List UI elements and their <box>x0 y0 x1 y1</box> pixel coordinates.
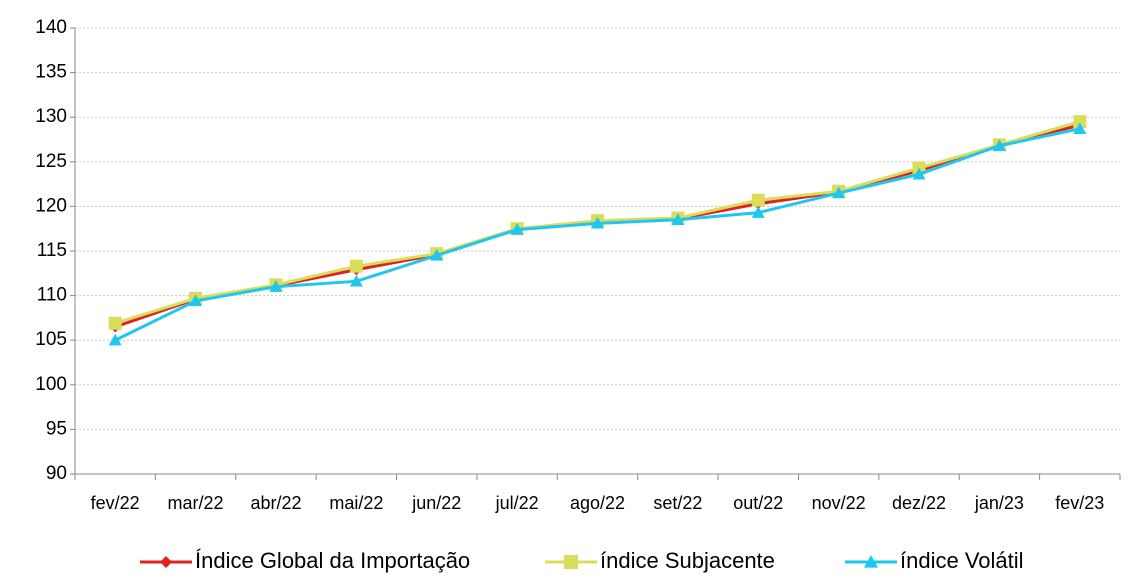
y-tick-label: 125 <box>35 151 67 172</box>
x-tick-label: ago/22 <box>570 493 625 513</box>
marker <box>189 294 203 307</box>
x-tick-label: fev/22 <box>91 493 140 513</box>
marker <box>832 186 846 199</box>
x-tick-label: mai/22 <box>329 493 383 513</box>
marker <box>108 333 122 346</box>
series-line <box>114 127 1081 342</box>
y-tick-label: 90 <box>46 463 67 484</box>
marker <box>1073 115 1087 129</box>
x-tick-label: dez/22 <box>892 493 946 513</box>
legend-marker <box>160 556 172 568</box>
y-tick-label: 95 <box>46 418 67 439</box>
legend-marker <box>564 555 578 569</box>
marker <box>751 193 765 207</box>
marker <box>912 167 926 180</box>
x-tick-label: mar/22 <box>168 493 224 513</box>
legend-marker <box>864 555 878 568</box>
x-tick-label: jan/23 <box>974 493 1024 513</box>
y-tick-label: 120 <box>35 195 67 216</box>
marker <box>349 274 363 287</box>
x-tick-label: fev/23 <box>1055 493 1104 513</box>
y-tick-label: 110 <box>37 285 67 306</box>
marker <box>1073 122 1087 134</box>
y-tick-label: 140 <box>35 17 67 38</box>
y-tick-label: 105 <box>35 329 67 350</box>
marker <box>510 223 524 235</box>
y-tick-label: 115 <box>37 240 67 261</box>
legend-label: Índice Global da Importação <box>195 548 470 573</box>
marker <box>430 248 444 261</box>
x-tick-label: out/22 <box>733 493 783 513</box>
x-tick-label: abr/22 <box>250 493 301 513</box>
y-tick-label: 130 <box>35 106 67 127</box>
marker <box>108 316 122 330</box>
marker <box>269 280 283 292</box>
x-tick-label: jul/22 <box>495 493 539 513</box>
marker <box>591 216 604 229</box>
marker <box>349 259 363 273</box>
marker <box>992 139 1006 151</box>
y-tick-label: 100 <box>35 374 67 395</box>
marker <box>751 206 765 218</box>
legend-label: índice Volátil <box>900 548 1024 573</box>
marker <box>671 213 685 225</box>
x-tick-label: set/22 <box>653 493 702 513</box>
legend-label: índice Subjacente <box>600 548 775 573</box>
x-tick-label: jun/22 <box>411 493 461 513</box>
x-tick-label: nov/22 <box>812 493 866 513</box>
y-tick-label: 135 <box>35 62 67 83</box>
